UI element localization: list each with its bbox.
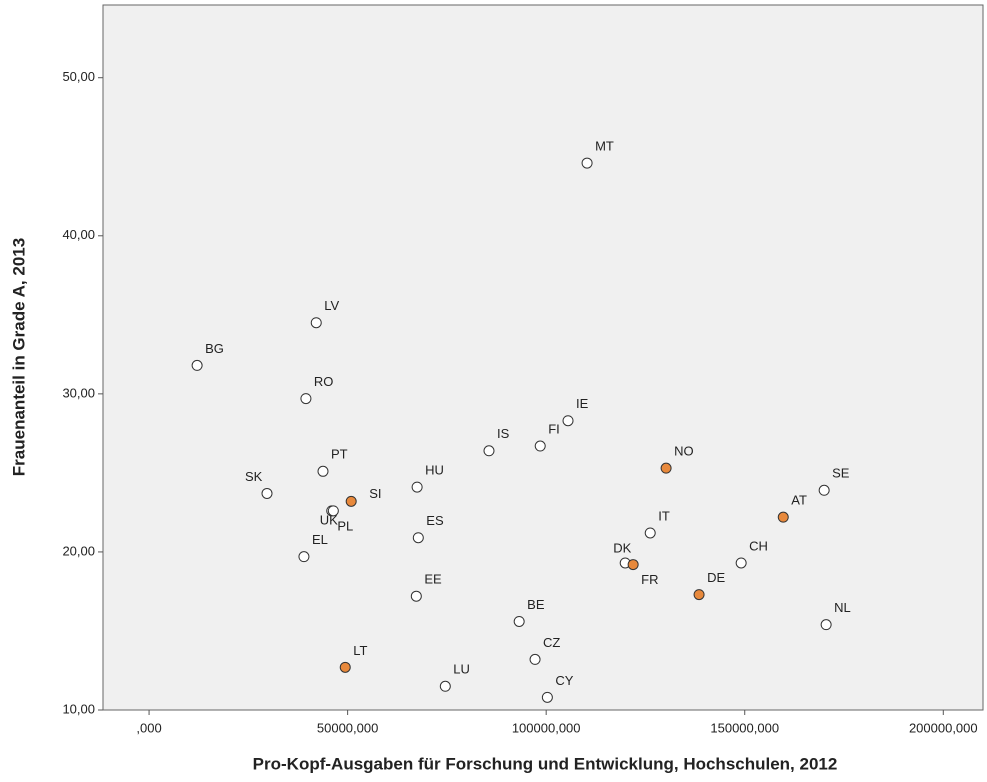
data-point [777, 511, 789, 523]
point-label: IE [576, 396, 589, 411]
data-point [660, 462, 672, 474]
point-label: IT [658, 508, 670, 523]
data-point [581, 157, 593, 169]
data-point [317, 465, 329, 477]
data-point [345, 495, 357, 507]
point-label: AT [791, 493, 807, 508]
data-point [310, 317, 322, 329]
x-tick-label: 50000,000 [317, 720, 378, 735]
y-tick-label: 10,00 [62, 701, 95, 716]
point-label: PT [331, 447, 348, 462]
point-label: LU [453, 662, 470, 677]
point-label: SI [369, 486, 381, 501]
data-point [300, 393, 312, 405]
data-point [513, 615, 525, 627]
point-label: HU [425, 463, 444, 478]
point-label: LV [324, 298, 339, 313]
data-point [191, 359, 203, 371]
data-point [735, 557, 747, 569]
point-label: RO [314, 374, 334, 389]
data-point [562, 415, 574, 427]
x-tick-label: 150000,000 [710, 720, 779, 735]
y-tick-label: 30,00 [62, 385, 95, 400]
y-axis-title: Frauenanteil in Grade A, 2013 [9, 238, 28, 476]
point-label: EL [312, 532, 328, 547]
point-label: CZ [543, 635, 560, 650]
data-point [339, 661, 351, 673]
point-label: NO [674, 444, 694, 459]
x-tick-label: 200000,000 [909, 720, 978, 735]
point-label: EE [424, 572, 442, 587]
x-axis-title: Pro-Kopf-Ausgaben für Forschung und Entw… [253, 754, 838, 773]
x-tick-label: ,000 [136, 720, 161, 735]
point-label: FR [641, 572, 658, 587]
point-label: PL [337, 518, 353, 533]
data-point [529, 653, 541, 665]
y-tick-label: 40,00 [62, 227, 95, 242]
data-point [541, 691, 553, 703]
point-label: BG [205, 341, 224, 356]
point-label: MT [595, 139, 614, 154]
point-label: IS [497, 426, 510, 441]
data-point [412, 532, 424, 544]
data-point [261, 487, 273, 499]
data-point [327, 505, 339, 517]
data-point [439, 680, 451, 692]
point-label: DK [613, 540, 631, 555]
point-label: SK [245, 469, 263, 484]
point-label: LT [353, 643, 367, 658]
point-label: SE [832, 466, 850, 481]
data-point [644, 527, 656, 539]
y-tick-label: 20,00 [62, 543, 95, 558]
data-point [820, 619, 832, 631]
data-point [534, 440, 546, 452]
point-label: BE [527, 597, 545, 612]
y-tick-label: 50,00 [62, 69, 95, 84]
point-label: DE [707, 570, 725, 585]
point-label: FI [548, 421, 560, 436]
x-tick-label: 100000,000 [512, 720, 581, 735]
data-point [411, 481, 423, 493]
data-point [298, 551, 310, 563]
point-label: NL [834, 600, 851, 615]
point-label: ES [426, 513, 444, 528]
plot-area [102, 4, 984, 711]
data-point [483, 445, 495, 457]
point-label: CY [555, 673, 573, 688]
point-label: CH [749, 538, 768, 553]
data-point [693, 589, 705, 601]
data-point [627, 559, 639, 571]
data-point [410, 590, 422, 602]
data-point [818, 484, 830, 496]
